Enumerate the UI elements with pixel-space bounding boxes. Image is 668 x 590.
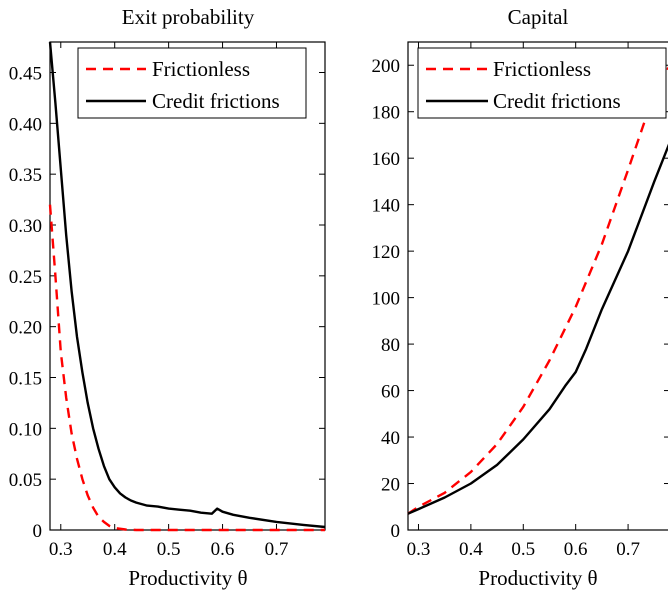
- capital-y-tick-label: 140: [372, 196, 401, 217]
- capital-legend-frictionless-label: Frictionless: [493, 57, 591, 81]
- exit-probability-credit-frictions-line: [48, 41, 326, 529]
- exit-probability-y-tick-label: 0.05: [9, 470, 42, 491]
- exit-probability-frictionless-line: [48, 204, 325, 532]
- exit-probability-y-tick-label: 0.45: [9, 64, 42, 85]
- exit-probability-x-axis-label: Productivity θ: [128, 566, 247, 590]
- exit-probability-series: [48, 41, 326, 532]
- capital-x-tick-label: 0.3: [407, 539, 431, 560]
- capital-y-tick-label: 180: [372, 103, 401, 124]
- capital-x-tick-label: 0.7: [616, 539, 640, 560]
- capital-y-tick-label: 80: [381, 335, 400, 356]
- capital-legend-box: [417, 47, 667, 119]
- exit-probability-y-tick-label: 0.10: [9, 419, 42, 440]
- exit-probability-legend: Frictionless Credit frictions: [77, 47, 307, 119]
- capital-y-tick-label: 60: [381, 382, 400, 403]
- exit-probability-x-tick-label: 0.6: [211, 539, 235, 560]
- capital-x-axis-label: Productivity θ: [478, 566, 597, 590]
- capital-credit-frictions-line: [407, 143, 668, 515]
- capital-y-tick-label: 100: [372, 289, 401, 310]
- capital-y-tick-label: 20: [381, 475, 400, 496]
- exit-probability-x-tick-label: 0.5: [157, 539, 181, 560]
- exit-probability-y-tick-label: 0.15: [9, 369, 42, 390]
- exit-probability-x-tick-label: 0.7: [265, 539, 289, 560]
- exit-probability-x-tick-label: 0.3: [49, 539, 73, 560]
- capital-y-tick-label: 40: [381, 428, 400, 449]
- exit-probability-y-tick-label: 0.35: [9, 165, 42, 186]
- exit-probability-ticks: 0.3 0.4 0.5 0.6 0.7 0 0.05 0.10 0.15 0.20 0.25 0.30…: [9, 42, 325, 560]
- capital-x-tick-label: 0.6: [564, 539, 588, 560]
- exit-probability-legend-credit-frictions-label: Credit frictions: [152, 89, 280, 113]
- exit-probability-x-tick-label: 0.4: [103, 539, 127, 560]
- capital-x-tick-label: 0.4: [459, 539, 483, 560]
- exit-probability-title: Exit probability: [122, 5, 255, 29]
- capital-y-tick-label: 120: [372, 242, 401, 263]
- capital-y-tick-label: 0: [391, 521, 401, 542]
- exit-probability-y-tick-label: 0.40: [9, 114, 42, 135]
- exit-probability-y-tick-label: 0.20: [9, 318, 42, 339]
- capital-y-tick-label: 200: [372, 56, 401, 77]
- capital-legend-credit-frictions-label: Credit frictions: [493, 89, 621, 113]
- exit-probability-legend-box: [77, 47, 307, 119]
- exit-probability-panel: Exit probability 0.3 0.4 0.5 0.6 0.7 0 0.05 0.1…: [9, 5, 326, 590]
- capital-panel: Capital 0.3 0.4 0.5 0.6 0.7 0 20 40 60 80 100 120 14…: [372, 5, 668, 590]
- exit-probability-y-tick-label: 0.30: [9, 216, 42, 237]
- capital-ticks: 0.3 0.4 0.5 0.6 0.7 0 20 40 60 80 100 120 140 160 180 2…: [372, 42, 668, 560]
- exit-probability-y-tick-label: 0.25: [9, 267, 42, 288]
- capital-x-tick-label: 0.5: [511, 539, 535, 560]
- capital-plot-frame: [407, 41, 668, 531]
- capital-y-tick-label: 160: [372, 149, 401, 170]
- capital-legend: Frictionless Credit frictions: [417, 47, 667, 119]
- capital-title: Capital: [508, 5, 569, 29]
- exit-probability-legend-frictionless-label: Frictionless: [152, 57, 250, 81]
- capital-series: [407, 66, 668, 515]
- capital-frictionless-line: [407, 66, 668, 515]
- exit-probability-y-tick-label: 0: [33, 521, 43, 542]
